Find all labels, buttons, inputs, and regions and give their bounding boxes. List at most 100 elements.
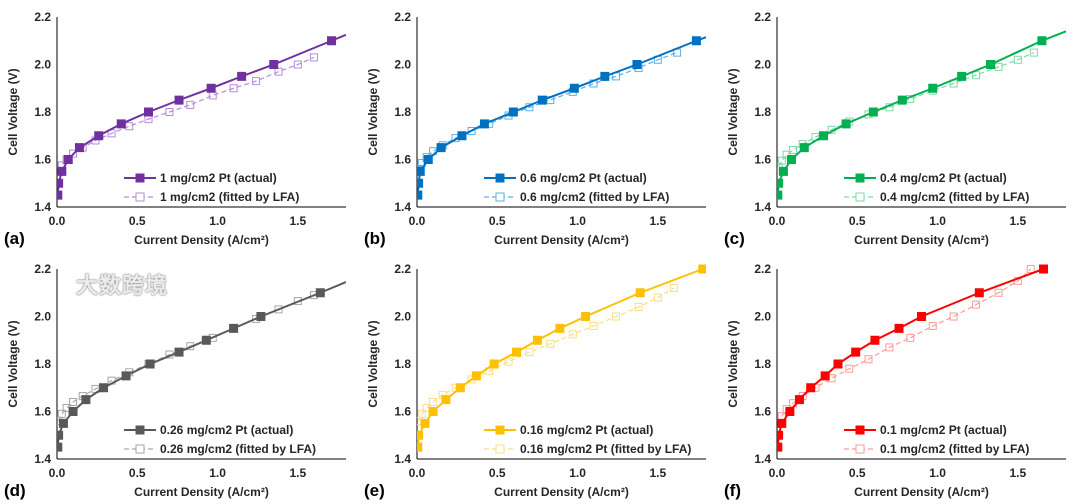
actual-data-point bbox=[441, 395, 451, 405]
actual-data-point bbox=[57, 178, 64, 188]
y-tick-label: 1.6 bbox=[394, 405, 411, 419]
actual-data-point bbox=[428, 407, 438, 416]
plot-area bbox=[57, 33, 346, 200]
x-tick-label: 0.0 bbox=[49, 214, 66, 228]
actual-data-point bbox=[229, 323, 239, 333]
fitted-data-point bbox=[1013, 276, 1022, 285]
chart-svg: 0.0 0.5 1.0 1.5 1.4 1.6 1.8 2.0 2.2 Current Densi… bbox=[4, 10, 346, 248]
actual-data-point bbox=[423, 155, 433, 164]
fitted-data-point bbox=[1029, 48, 1038, 57]
watermark: 大数跨境 bbox=[76, 273, 169, 298]
legend-marker bbox=[135, 425, 145, 435]
y-tick-label: 1.4 bbox=[34, 452, 51, 466]
panel-label: (b) bbox=[364, 229, 386, 248]
x-tick-label: 1.0 bbox=[209, 466, 226, 480]
y-tick-label: 1.4 bbox=[754, 200, 771, 214]
actual-data-point bbox=[99, 383, 109, 393]
y-tick-label: 2.2 bbox=[394, 262, 411, 276]
fitted-series-line bbox=[58, 56, 315, 172]
actual-data-point bbox=[417, 178, 424, 188]
fitted-data-point bbox=[69, 149, 78, 158]
actual-data-point bbox=[698, 264, 706, 274]
actual-data-point bbox=[327, 36, 337, 46]
actual-data-point bbox=[237, 71, 247, 81]
fitted-data-point bbox=[928, 322, 937, 330]
actual-data-point bbox=[417, 442, 423, 452]
actual-data-point bbox=[778, 166, 788, 176]
x-tick-label: 1.5 bbox=[1009, 466, 1026, 480]
legend-label: 1 mg/cm2 Pt (actual) bbox=[160, 171, 277, 185]
actual-data-point bbox=[974, 288, 984, 298]
actual-data-point bbox=[144, 107, 154, 117]
fitted-series-line bbox=[778, 268, 1032, 424]
y-tick-label: 1.6 bbox=[754, 153, 771, 167]
x-tick-label: 1.0 bbox=[929, 466, 946, 480]
x-tick-label: 0.0 bbox=[49, 466, 66, 480]
actual-data-point bbox=[1037, 36, 1047, 46]
actual-data-point bbox=[417, 190, 423, 200]
x-tick-label: 1.5 bbox=[649, 214, 666, 228]
x-tick-label: 0.5 bbox=[129, 214, 146, 228]
y-axis-label: Cell Voltage (V) bbox=[726, 320, 740, 407]
chart-svg: 0.0 0.5 1.0 1.5 1.4 1.6 1.8 2.0 2.2 Current Densi… bbox=[724, 262, 1066, 500]
actual-data-point bbox=[81, 395, 91, 405]
actual-data-point bbox=[457, 131, 467, 141]
actual-data-point bbox=[116, 119, 126, 129]
actual-data-point bbox=[74, 143, 84, 153]
panel-label: (e) bbox=[364, 481, 385, 500]
actual-data-point bbox=[455, 383, 465, 393]
x-tick-label: 1.0 bbox=[569, 214, 586, 228]
actual-data-point bbox=[868, 107, 878, 117]
actual-data-point bbox=[63, 155, 73, 164]
fitted-data-point bbox=[417, 409, 426, 418]
y-tick-label: 1.6 bbox=[394, 153, 411, 167]
y-tick-label: 1.8 bbox=[394, 105, 411, 119]
actual-data-point bbox=[206, 83, 216, 93]
legend-label: 0.16 mg/cm2 Pt (fitted by LFA) bbox=[520, 442, 691, 456]
x-tick-label: 0.0 bbox=[769, 466, 786, 480]
legend-label: 0.6 mg/cm2 (fitted by LFA) bbox=[520, 190, 669, 204]
y-tick-label: 1.6 bbox=[754, 405, 771, 419]
plot-area bbox=[777, 264, 1049, 452]
x-axis-label: Current Density (A/cm²) bbox=[134, 233, 269, 247]
fitted-data-point bbox=[972, 300, 981, 309]
x-tick-label: 0.0 bbox=[409, 214, 426, 228]
chart-panel-d: 0.0 0.5 1.0 1.5 1.4 1.6 1.8 2.0 2.2 Current Densi… bbox=[0, 252, 360, 504]
actual-data-point bbox=[256, 312, 266, 321]
actual-data-point bbox=[512, 347, 522, 357]
y-tick-label: 1.8 bbox=[394, 357, 411, 371]
actual-data-point bbox=[894, 323, 904, 333]
actual-data-point bbox=[691, 36, 701, 46]
actual-data-point bbox=[145, 359, 155, 369]
y-tick-label: 1.8 bbox=[34, 357, 51, 371]
legend-marker bbox=[855, 173, 865, 183]
fitted-data-point bbox=[994, 288, 1003, 297]
actual-data-point bbox=[635, 288, 645, 298]
fitted-data-point bbox=[864, 355, 873, 364]
actual-data-point bbox=[777, 430, 784, 440]
legend-label: 0.4 mg/cm2 (fitted by LFA) bbox=[880, 190, 1029, 204]
plot-area bbox=[57, 281, 346, 452]
actual-data-point bbox=[777, 190, 783, 200]
fitted-data-point bbox=[885, 343, 894, 352]
x-tick-label: 0.5 bbox=[489, 466, 506, 480]
fitted-data-point bbox=[669, 284, 678, 292]
actual-data-point bbox=[581, 312, 591, 321]
x-axis-label: Current Density (A/cm²) bbox=[854, 233, 989, 247]
fitted-data-point bbox=[949, 312, 958, 321]
actual-data-point bbox=[569, 83, 579, 93]
actual-data-point bbox=[315, 288, 325, 298]
actual-data-point bbox=[417, 166, 425, 176]
actual-data-point bbox=[820, 371, 830, 381]
legend-marker bbox=[495, 192, 505, 202]
actual-data-point bbox=[632, 60, 642, 69]
legend-label: 0.26 mg/cm2 Pt (actual) bbox=[160, 423, 293, 437]
actual-data-point bbox=[833, 359, 843, 369]
y-tick-label: 2.0 bbox=[34, 58, 51, 72]
fitted-data-point bbox=[165, 108, 174, 116]
actual-data-point bbox=[794, 395, 804, 405]
legend-label: 0.26 mg/cm2 (fitted by LFA) bbox=[160, 442, 316, 456]
actual-data-point bbox=[777, 418, 787, 428]
actual-series-line bbox=[777, 268, 1044, 448]
